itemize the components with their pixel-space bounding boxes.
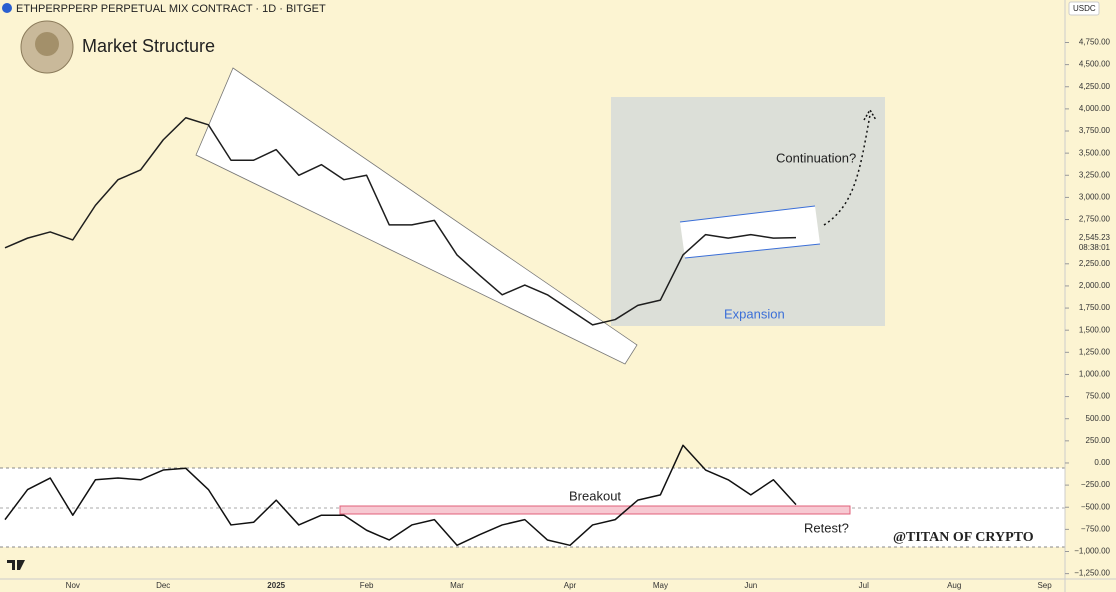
chart-subtitle: Market Structure: [82, 36, 215, 56]
y-tick-label: 2,250.00: [1079, 259, 1111, 268]
currency-box: [1068, 1, 1100, 16]
y-tick-label: 750.00: [1086, 392, 1111, 401]
x-tick-label: Nov: [66, 581, 80, 590]
x-tick-label: Sep: [1037, 581, 1052, 590]
y-tick-label: 2,750.00: [1079, 215, 1111, 224]
continuation-arrow: [823, 114, 871, 226]
y-tick-label: 1,250.00: [1079, 347, 1111, 356]
annotation: Retest?: [804, 520, 849, 535]
y-tick-label: 4,000.00: [1079, 104, 1111, 113]
y-tick-label: 1,500.00: [1079, 325, 1111, 334]
y-tick-label: 500.00: [1086, 414, 1111, 423]
countdown: 08:38:01: [1079, 243, 1111, 252]
y-tick-label: −1,250.00: [1074, 569, 1110, 578]
x-tick-label: Jul: [859, 581, 869, 590]
series-line: [4, 444, 797, 547]
y-tick-label: 4,750.00: [1079, 38, 1111, 47]
y-tick-label: −500.00: [1081, 502, 1111, 511]
logo: [7, 560, 25, 570]
y-tick-label: 1,750.00: [1079, 303, 1111, 312]
x-tick-label: Dec: [156, 581, 170, 590]
annotation: Continuation?: [776, 150, 856, 165]
series-line: [4, 116, 797, 326]
annotation: Breakout: [569, 488, 621, 503]
y-tick-label: 3,250.00: [1079, 170, 1111, 179]
y-tick-label: 3,000.00: [1079, 193, 1111, 202]
avatar-face: [35, 32, 59, 56]
channel-line: [684, 243, 821, 259]
y-tick-label: 250.00: [1086, 436, 1111, 445]
y-tick-label: −1,000.00: [1074, 547, 1110, 556]
x-tick-label: Jun: [744, 581, 757, 590]
x-tick-label: Aug: [947, 581, 961, 590]
y-tick-label: 4,250.00: [1079, 82, 1111, 91]
last-price-box: [1067, 231, 1113, 254]
x-tick-label: 2025: [267, 581, 285, 590]
currency: USDC: [1073, 4, 1096, 13]
y-tick-label: 3,750.00: [1079, 126, 1111, 135]
annotation: Expansion: [724, 306, 785, 321]
y-tick-label: −250.00: [1081, 480, 1111, 489]
channel-line: [679, 205, 816, 223]
x-tick-label: Apr: [564, 581, 577, 590]
watermark: @TITAN OF CRYPTO: [893, 530, 1034, 545]
x-tick-label: Feb: [360, 581, 374, 590]
x-tick-label: Mar: [450, 581, 464, 590]
symbol-icon: [2, 3, 12, 13]
channel: [680, 206, 820, 258]
y-tick-label: 1,000.00: [1079, 370, 1111, 379]
last-price: 2,545.23: [1079, 233, 1111, 242]
expansion-box: [611, 97, 885, 326]
y-tick-label: 2,000.00: [1079, 281, 1111, 290]
retest-zone: [339, 505, 851, 515]
y-tick-label: 3,500.00: [1079, 148, 1111, 157]
y-axis: 4,750.00 4,500.00 4,250.00 4,000.00 3,750.00…: [1065, 38, 1111, 578]
y-tick-label: 4,500.00: [1079, 60, 1111, 69]
chart-title: ETHPERPPERP PERPETUAL MIX CONTRACT · 1D …: [16, 3, 326, 15]
price-axis: [1065, 0, 1116, 592]
y-tick-label: 0.00: [1094, 458, 1110, 467]
y-tick-label: −750.00: [1081, 524, 1111, 533]
x-tick-label: May: [653, 581, 668, 590]
